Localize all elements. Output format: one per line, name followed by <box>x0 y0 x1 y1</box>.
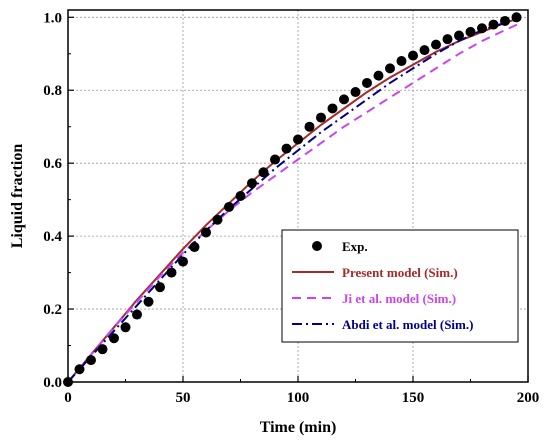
exp-data-point <box>74 364 85 375</box>
exp-data-point <box>327 103 338 114</box>
legend-label-ji-model: Ji et al. model (Sim.) <box>342 291 456 306</box>
exp-data-point <box>488 19 499 30</box>
exp-data-point <box>189 242 200 253</box>
exp-data-point <box>373 70 384 81</box>
x-axis-label: Time (min) <box>260 419 337 436</box>
x-tick-label: 100 <box>287 390 310 406</box>
exp-data-point <box>132 309 142 320</box>
y-axis-label: Liquid fraction <box>9 144 26 249</box>
y-tick-label: 0.2 <box>43 302 62 318</box>
exp-data-point <box>166 267 177 278</box>
exp-data-point <box>500 15 510 26</box>
exp-data-point <box>419 45 430 56</box>
exp-data-point <box>350 87 361 98</box>
y-tick-label: 0.6 <box>43 156 62 172</box>
series-line-ji-model <box>67 21 522 383</box>
y-tick-label: 0.0 <box>43 375 62 391</box>
series-line-abdi-model <box>67 18 522 383</box>
exp-data-point <box>293 134 303 145</box>
x-tick-label: 200 <box>517 390 540 406</box>
legend-swatch-exp <box>312 241 322 251</box>
legend-label-exp: Exp. <box>342 239 368 254</box>
x-tick-label: 150 <box>402 390 425 406</box>
exp-data-point <box>465 26 476 37</box>
y-tick-label: 0.4 <box>43 229 62 245</box>
exp-data-point <box>385 63 395 74</box>
y-tick-label: 0.8 <box>43 83 62 99</box>
exp-data-point <box>442 34 453 45</box>
exp-data-point <box>362 77 372 88</box>
exp-data-point <box>454 30 464 41</box>
exp-data-point <box>155 282 165 293</box>
exp-data-point <box>109 333 119 344</box>
exp-data-point <box>224 201 234 212</box>
exp-data-point <box>477 23 487 34</box>
exp-data-point <box>143 296 154 307</box>
exp-data-point <box>86 355 96 366</box>
exp-data-point <box>431 39 441 50</box>
exp-data-point <box>304 121 315 132</box>
exp-data-point <box>258 167 269 178</box>
exp-data-point <box>201 227 211 238</box>
exp-data-point <box>396 56 407 67</box>
series-layer <box>63 12 522 387</box>
exp-data-point <box>235 191 246 201</box>
exp-data-point <box>339 94 349 105</box>
legend-label-abdi-model: Abdi et al. model (Sim.) <box>342 317 473 332</box>
exp-data-point <box>316 112 326 123</box>
y-tick-label: 1.0 <box>43 10 62 26</box>
axis-ticks: 0 50 100 150 200 0.0 0.2 0.4 0.6 0.8 1.0 <box>43 10 539 406</box>
exp-data-point <box>511 12 522 23</box>
exp-data-point <box>120 322 131 333</box>
legend-label-present-model: Present model (Sim.) <box>342 265 458 280</box>
exp-data-point <box>178 256 188 267</box>
x-tick-label: 0 <box>64 390 72 406</box>
legend: Exp. Present model (Sim.) Ji et al. mode… <box>281 229 519 343</box>
x-tick-label: 50 <box>176 390 191 406</box>
exp-data-point <box>408 50 418 61</box>
exp-data-point <box>97 344 108 355</box>
exp-data-point <box>281 143 292 154</box>
exp-data-point <box>270 154 280 165</box>
exp-data-point <box>212 214 223 225</box>
exp-data-point <box>247 178 257 189</box>
